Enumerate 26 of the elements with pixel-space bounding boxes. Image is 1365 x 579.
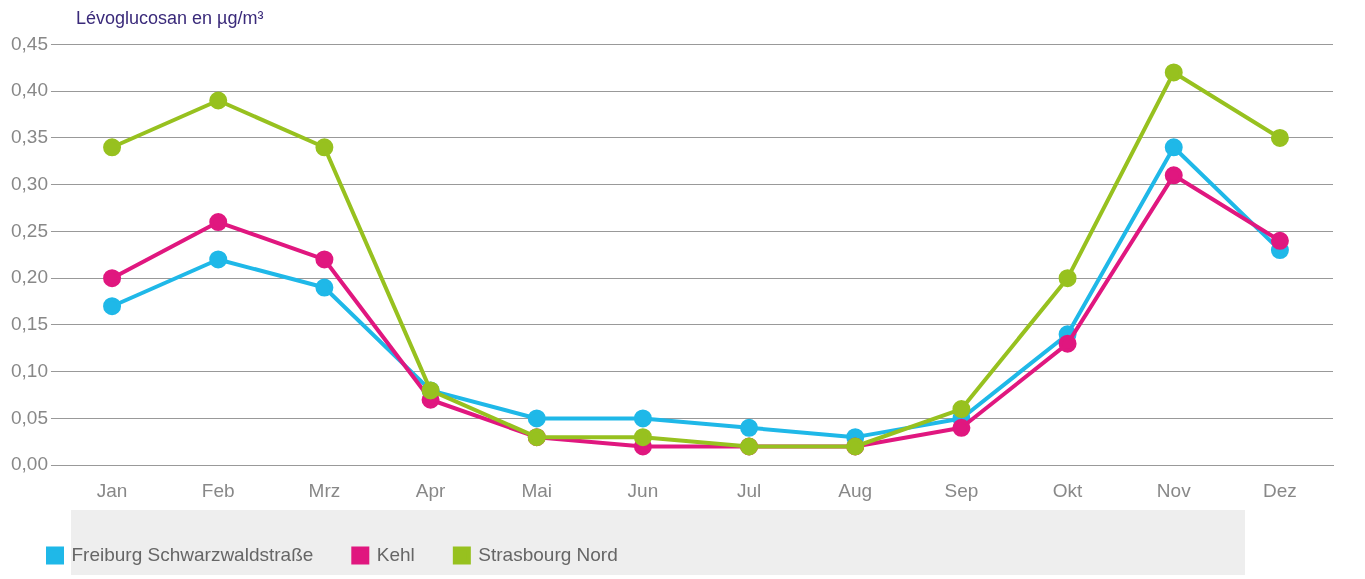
y-tick-label: 0,45 bbox=[11, 32, 48, 54]
x-tick-label: Dez bbox=[1263, 479, 1297, 501]
x-tick-label: Sep bbox=[944, 479, 979, 501]
x-tick-label: Nov bbox=[1156, 479, 1192, 501]
x-tick-label: Feb bbox=[201, 479, 235, 501]
x-tick-label: Apr bbox=[415, 479, 447, 501]
legend-label: Kehl bbox=[376, 543, 415, 565]
x-tick-label: Okt bbox=[1052, 479, 1084, 501]
legend-label: Freiburg Schwarzwaldstraße bbox=[71, 543, 314, 565]
y-tick-label: 0,35 bbox=[11, 126, 48, 148]
y-tick-label: 0,40 bbox=[11, 79, 48, 101]
x-tick-label: Mrz bbox=[308, 479, 341, 501]
x-tick-label: Jul bbox=[736, 479, 762, 501]
y-tick-label: 0,05 bbox=[11, 406, 48, 428]
y-tick-label: 0,10 bbox=[11, 359, 48, 381]
y-tick-label: 0,25 bbox=[11, 219, 48, 241]
x-tick-label: Mai bbox=[521, 479, 553, 501]
y-axis-title: Lévoglucosan en µg/m³ bbox=[76, 8, 265, 30]
legend-label: Strasbourg Nord bbox=[478, 543, 618, 565]
y-tick-label: 0,20 bbox=[11, 266, 48, 288]
y-tick-label: 0,30 bbox=[11, 172, 48, 194]
x-tick-label: Aug bbox=[838, 479, 873, 501]
y-tick-label: 0,00 bbox=[11, 453, 48, 475]
x-tick-label: Jun bbox=[627, 479, 659, 501]
y-tick-label: 0,15 bbox=[11, 313, 48, 335]
x-tick-label: Jan bbox=[96, 479, 128, 501]
